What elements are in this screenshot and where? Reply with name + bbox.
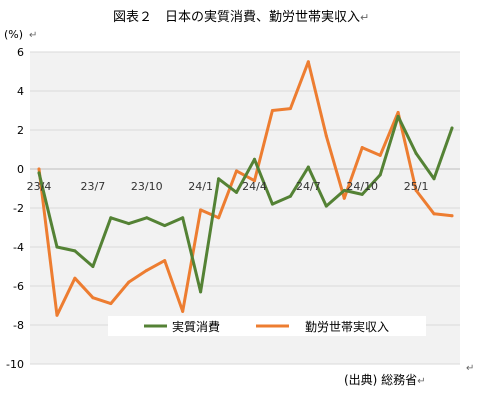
y-axis: 6 4 2 0 -2 -4 -6 -8 -10 — [6, 46, 24, 371]
data-point — [378, 153, 382, 157]
data-point — [127, 222, 131, 226]
data-point — [414, 188, 418, 192]
data-point — [324, 204, 328, 208]
data-point — [360, 192, 364, 196]
data-point — [145, 216, 149, 220]
data-point — [450, 214, 454, 218]
data-point — [378, 173, 382, 177]
chart-title: 図表２ 日本の実質消費、勤労世帯実収入↵ — [113, 9, 369, 25]
data-point — [306, 165, 310, 169]
y-tick-label: 2 — [17, 124, 24, 137]
data-point — [324, 134, 328, 138]
data-point — [306, 60, 310, 64]
x-axis: 23/4 23/7 23/10 24/1 24/4 24/7 24/10 25/1 — [27, 180, 429, 193]
y-tick-label: 6 — [17, 46, 24, 59]
legend-label-consumption: 実質消費 — [172, 319, 220, 334]
source-mark: ↵ — [417, 376, 425, 387]
data-point — [163, 224, 167, 228]
data-point — [145, 268, 149, 272]
y-tick-label: -6 — [13, 280, 24, 293]
data-point — [270, 202, 274, 206]
data-point — [360, 146, 364, 150]
x-tick-label: 24/10 — [346, 180, 378, 193]
title-mark: ↵ — [360, 11, 369, 24]
y-tick-label: -4 — [13, 241, 24, 254]
y-tick-label: 4 — [17, 85, 24, 98]
data-point — [342, 196, 346, 200]
x-tick-label: 24/4 — [242, 180, 267, 193]
data-point — [55, 313, 59, 317]
y-tick-label: -10 — [6, 358, 24, 371]
y-unit-mark: ↵ — [29, 30, 37, 41]
series-lines — [37, 60, 454, 317]
x-tick-label: 24/7 — [296, 180, 321, 193]
data-point — [37, 167, 41, 171]
data-point — [252, 157, 256, 161]
data-point — [199, 290, 203, 294]
data-point — [181, 216, 185, 220]
data-point — [432, 177, 436, 181]
series-line — [37, 114, 454, 294]
data-point — [217, 216, 221, 220]
y-tick-label: -2 — [13, 202, 24, 215]
y-axis-unit: (%) ↵ — [4, 28, 37, 41]
data-point — [37, 171, 41, 175]
data-point — [163, 259, 167, 263]
data-point — [199, 208, 203, 212]
y-tick-label: -8 — [13, 319, 24, 332]
data-point — [432, 212, 436, 216]
data-point — [252, 179, 256, 183]
data-point — [342, 188, 346, 192]
data-point — [288, 194, 292, 198]
legend: 実質消費 勤労世帯実収入 — [108, 316, 426, 336]
data-point — [396, 110, 400, 114]
corner-mark: ↵ — [466, 363, 474, 374]
x-tick-label: 24/1 — [188, 180, 213, 193]
legend-label-income: 勤労世帯実収入 — [305, 319, 389, 334]
y-tick-label: 0 — [17, 163, 24, 176]
data-point — [181, 309, 185, 313]
data-point — [109, 302, 113, 306]
data-point — [235, 190, 239, 194]
data-point — [396, 114, 400, 118]
x-tick-label: 23/10 — [131, 180, 163, 193]
data-point — [55, 245, 59, 249]
data-point — [73, 249, 77, 253]
data-point — [73, 276, 77, 280]
data-point — [414, 151, 418, 155]
data-point — [91, 265, 95, 268]
data-point — [91, 296, 95, 300]
data-point — [450, 126, 454, 130]
data-point — [127, 280, 131, 284]
x-tick-label: 25/1 — [404, 180, 429, 193]
x-tick-label: 23/4 — [27, 180, 52, 193]
data-point — [288, 107, 292, 111]
x-tick-label: 23/7 — [81, 180, 106, 193]
data-point — [270, 109, 274, 112]
data-point — [217, 177, 221, 181]
data-point — [235, 169, 239, 173]
data-point — [109, 216, 113, 220]
source-note: (出典) 総務省↵ — [344, 373, 426, 387]
